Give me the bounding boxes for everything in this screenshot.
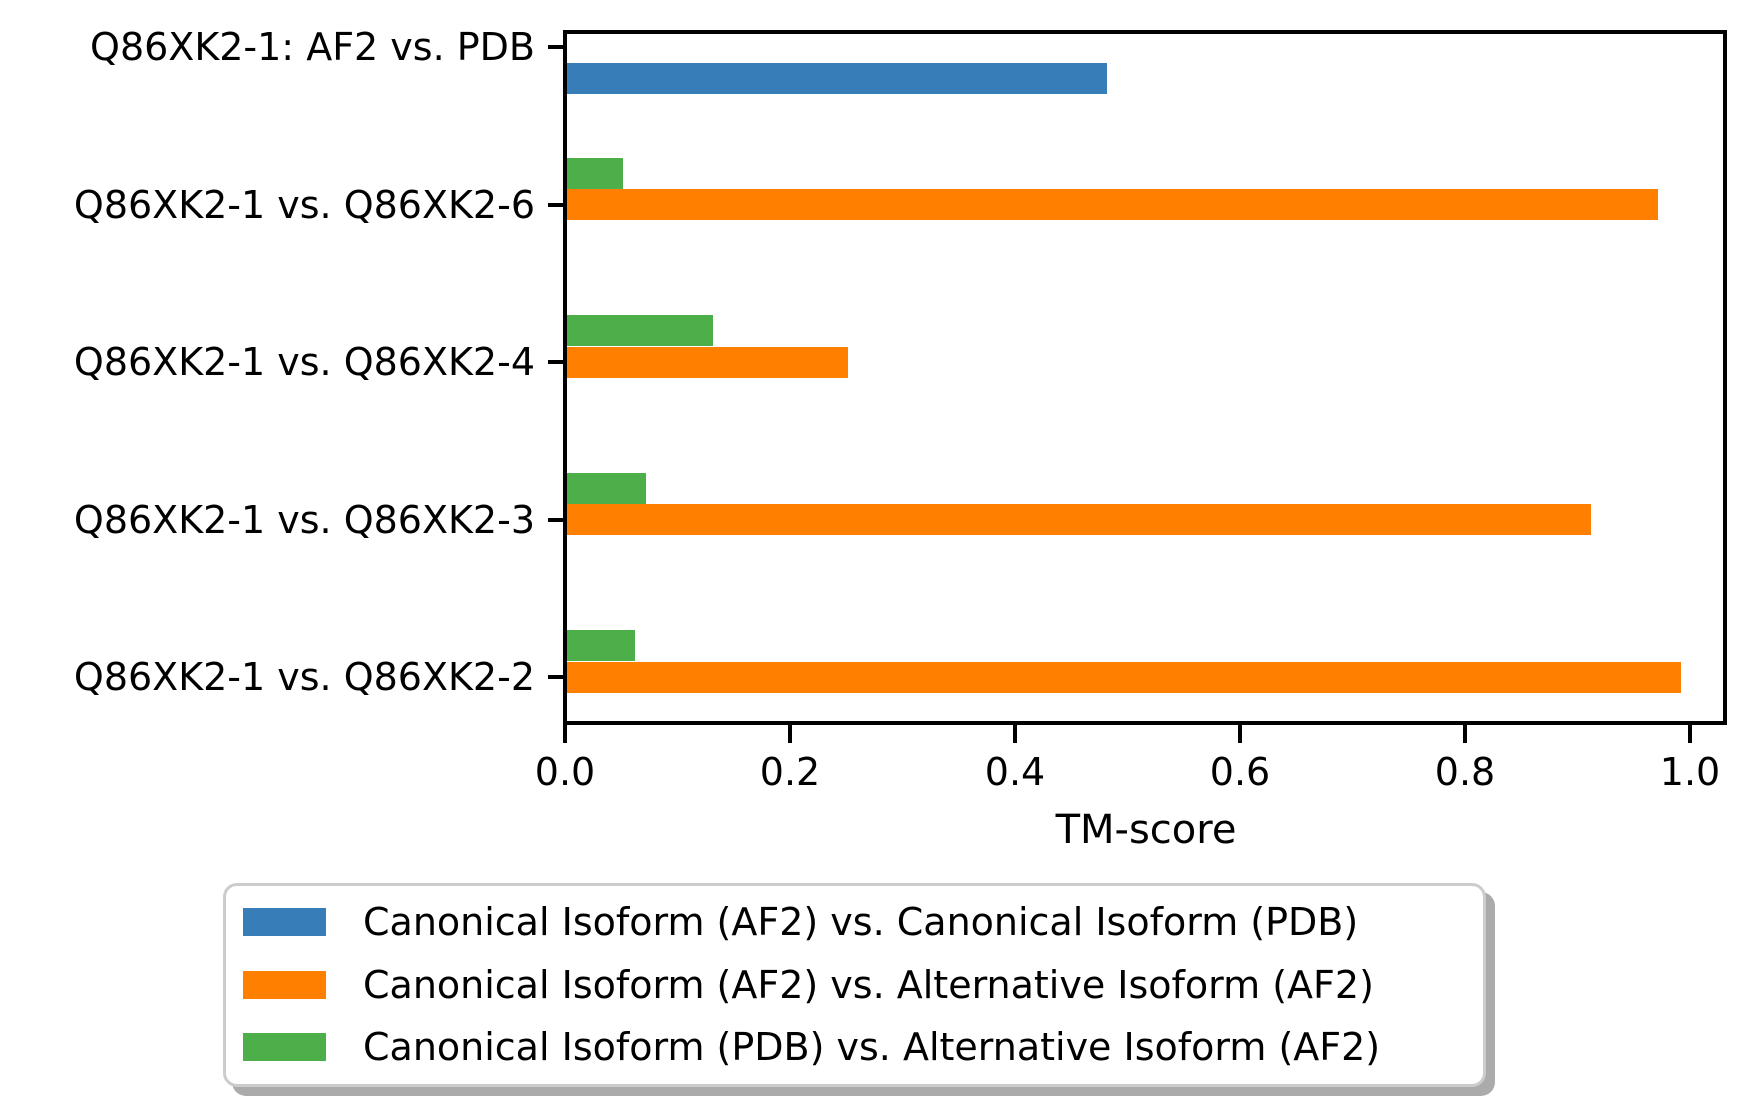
legend-label: Canonical Isoform (PDB) vs. Alternative … — [363, 1025, 1381, 1069]
x-tick-mark — [1013, 725, 1017, 743]
y-tick-mark — [548, 45, 565, 49]
y-tick-mark — [548, 360, 565, 364]
x-tick-mark — [1463, 725, 1467, 743]
bar — [567, 630, 635, 661]
y-tick-mark — [548, 675, 565, 679]
bar — [567, 63, 1107, 94]
legend-label: Canonical Isoform (AF2) vs. Canonical Is… — [363, 900, 1359, 944]
x-tick-mark — [563, 725, 567, 743]
x-tick-label: 0.2 — [759, 750, 821, 794]
bar — [567, 346, 848, 378]
legend-color-swatch — [243, 908, 326, 936]
x-axis-label: TM-score — [1055, 807, 1237, 853]
legend-color-swatch — [243, 1033, 326, 1061]
bar — [567, 504, 1591, 535]
legend-item: Canonical Isoform (PDB) vs. Alternative … — [226, 1023, 1483, 1071]
x-tick-label: 0.6 — [1209, 750, 1271, 794]
plot-area — [563, 30, 1727, 725]
y-tick-label: Q86XK2-1 vs. Q86XK2-4 — [73, 340, 535, 384]
x-tick-label: 0.8 — [1434, 750, 1496, 794]
bar — [567, 315, 713, 346]
x-tick-label: 1.0 — [1659, 750, 1721, 794]
bar — [567, 472, 646, 504]
legend-item: Canonical Isoform (AF2) vs. Canonical Is… — [226, 898, 1483, 946]
x-tick-label: 0.0 — [534, 750, 596, 794]
y-tick-label: Q86XK2-1 vs. Q86XK2-6 — [73, 182, 535, 227]
legend-label: Canonical Isoform (AF2) vs. Alternative … — [363, 962, 1374, 1007]
legend: Canonical Isoform (AF2) vs. Canonical Is… — [223, 883, 1486, 1087]
y-tick-mark — [548, 202, 565, 207]
x-tick-mark — [1238, 725, 1242, 743]
y-tick-label: Q86XK2-1 vs. Q86XK2-3 — [73, 497, 535, 542]
y-tick-label: Q86XK2-1: AF2 vs. PDB — [90, 25, 535, 69]
bar — [567, 189, 1658, 220]
x-tick-label: 0.4 — [984, 750, 1046, 794]
legend-item: Canonical Isoform (AF2) vs. Alternative … — [226, 961, 1483, 1009]
y-tick-mark — [548, 517, 565, 522]
legend-color-swatch — [243, 970, 326, 999]
bar — [567, 157, 623, 189]
bar — [567, 661, 1681, 693]
x-tick-mark — [1688, 725, 1692, 743]
y-tick-label: Q86XK2-1 vs. Q86XK2-2 — [73, 655, 535, 699]
x-tick-mark — [788, 725, 792, 743]
